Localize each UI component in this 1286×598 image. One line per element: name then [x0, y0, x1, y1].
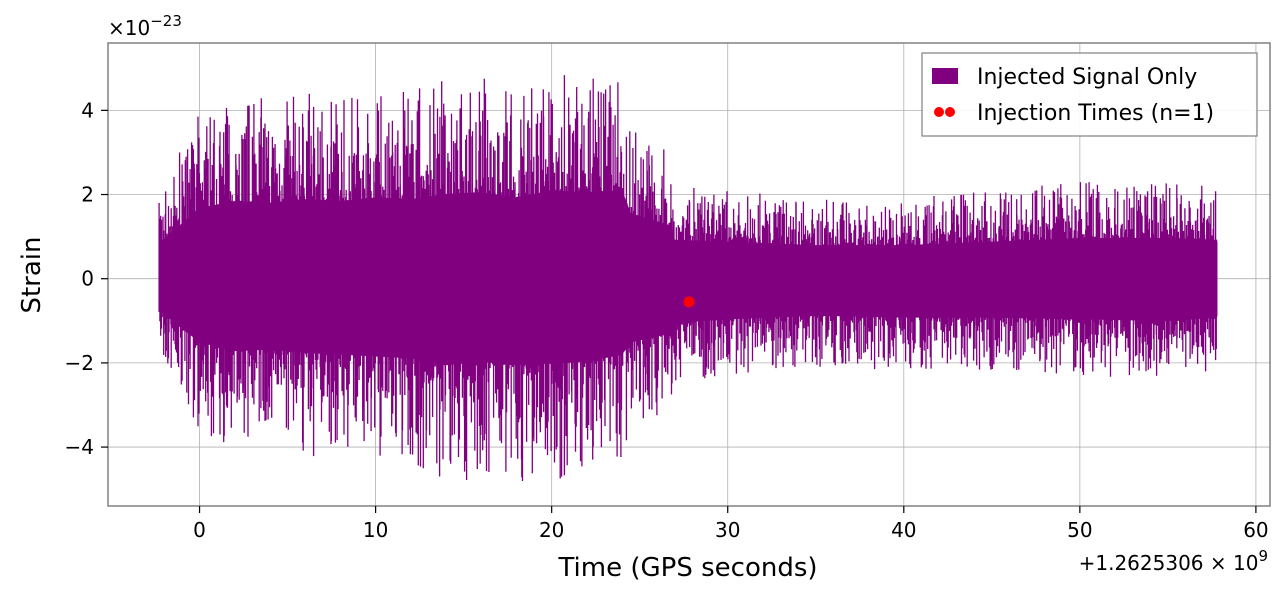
injection-point — [683, 296, 695, 308]
injection-points — [683, 296, 695, 308]
x-axis-label: Time (GPS seconds) — [557, 553, 817, 583]
x-offset-label: +1.2625306 × 109 — [1079, 547, 1268, 575]
y-tick-label: 4 — [81, 98, 94, 122]
y-tick-label: 0 — [81, 267, 94, 291]
y-scale-factor: ×10−23 — [108, 12, 182, 40]
legend: Injected Signal Only Injection Times (n=… — [921, 52, 1258, 137]
legend-marker-injection-b — [945, 107, 955, 117]
legend-label-signal: Injected Signal Only — [977, 65, 1197, 90]
legend-box — [921, 52, 1258, 137]
x-tick-label: 30 — [715, 518, 740, 542]
x-tick-label: 0 — [193, 518, 206, 542]
y-tick-label: −2 — [65, 351, 94, 375]
x-tick-label: 10 — [363, 518, 388, 542]
signal-series — [158, 75, 1218, 481]
plot-frame — [107, 42, 1271, 507]
y-tick-label: 2 — [81, 183, 94, 207]
y-axis-ticks: −4 −2 0 2 4 — [65, 98, 108, 459]
legend-label-injection: Injection Times (n=1) — [977, 101, 1214, 126]
x-tick-label: 40 — [891, 518, 916, 542]
x-tick-label: 20 — [539, 518, 564, 542]
x-axis-ticks: 0 10 20 30 40 50 60 — [193, 506, 1269, 542]
y-axis-label: Strain — [17, 236, 47, 313]
y-tick-label: −4 — [65, 435, 94, 459]
x-tick-label: 60 — [1243, 518, 1268, 542]
x-tick-label: 50 — [1067, 518, 1092, 542]
signal-trace — [158, 75, 1218, 481]
legend-swatch-signal — [932, 68, 958, 84]
legend-marker-injection-a — [934, 107, 944, 117]
